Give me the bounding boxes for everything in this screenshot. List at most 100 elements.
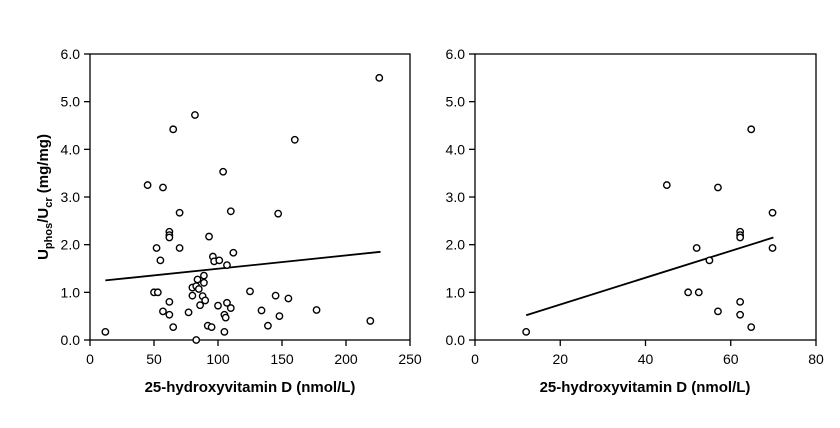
chart-left: 0 50 100 150 200 250 0.0 1.0 2.0 3.0 4.0 5.0 6.0 25-… xyxy=(35,46,422,396)
data-point xyxy=(284,294,293,303)
x-tick-label: 50 xyxy=(146,351,162,367)
y-tick-label: 3.0 xyxy=(446,189,466,205)
data-point xyxy=(200,278,208,287)
y-tick-label: 3.0 xyxy=(61,189,81,205)
data-point xyxy=(714,183,722,192)
x-tick-label: 0 xyxy=(471,351,479,367)
plot-area-frame xyxy=(474,53,817,341)
data-point xyxy=(205,232,213,241)
tick-marks xyxy=(84,53,411,346)
data-point xyxy=(522,327,531,336)
y-tick-label: 4.0 xyxy=(61,141,81,157)
data-point xyxy=(264,321,272,330)
x-axis-title: 25-hydroxyvitamin D (nmol/L) xyxy=(145,379,356,396)
data-point xyxy=(747,323,756,332)
y-tick-label: 0.0 xyxy=(446,332,466,348)
y-tick-label: 4.0 xyxy=(446,141,466,157)
data-point xyxy=(692,244,701,252)
y-tick-label: 1.0 xyxy=(446,284,466,300)
data-points xyxy=(522,125,777,336)
data-point xyxy=(705,256,714,265)
data-point xyxy=(223,261,231,270)
data-point xyxy=(193,275,202,284)
data-point xyxy=(165,233,174,242)
data-point xyxy=(366,317,375,325)
data-point xyxy=(271,291,280,300)
data-point xyxy=(101,327,110,336)
data-point xyxy=(207,323,216,332)
y-tick-label: 5.0 xyxy=(446,94,466,110)
y-tick-label: 5.0 xyxy=(61,94,81,110)
data-point xyxy=(143,181,152,189)
data-point xyxy=(375,73,384,82)
data-point xyxy=(694,288,703,297)
y-tick-label: 6.0 xyxy=(446,46,466,62)
data-point xyxy=(684,288,693,297)
data-point xyxy=(153,288,162,297)
y-tick-label: 0.0 xyxy=(61,332,81,348)
chart-right: 0 20 40 60 80 0.0 1.0 2.0 3.0 4.0 5.0 6.0 25-hydrox… xyxy=(446,46,824,396)
data-point xyxy=(223,298,231,307)
data-point xyxy=(226,304,235,312)
data-point xyxy=(159,183,167,192)
data-point xyxy=(200,271,208,280)
y-tick-label: 1.0 xyxy=(61,284,81,300)
x-tick-label: 200 xyxy=(334,351,358,367)
x-axis-title: 25-hydroxyvitamin D (nmol/L) xyxy=(540,379,751,396)
data-point xyxy=(191,111,199,119)
data-point xyxy=(226,207,235,216)
x-tick-label: 20 xyxy=(552,351,568,367)
data-point xyxy=(736,310,745,319)
data-points xyxy=(101,73,384,344)
data-point xyxy=(169,125,178,134)
data-point xyxy=(152,244,161,252)
data-point xyxy=(175,244,184,252)
data-point xyxy=(290,135,299,144)
data-point xyxy=(220,327,229,336)
data-point xyxy=(215,256,224,265)
data-point xyxy=(736,297,745,306)
x-tick-label: 80 xyxy=(808,351,824,367)
y-tick-label: 6.0 xyxy=(61,46,81,62)
data-point xyxy=(188,291,197,300)
data-point xyxy=(194,285,203,293)
x-tick-label: 60 xyxy=(723,351,739,367)
y-tick-label: 2.0 xyxy=(61,237,81,253)
tick-labels: 0 20 40 60 80 0.0 1.0 2.0 3.0 4.0 5.0 6.0 xyxy=(446,46,824,367)
data-point xyxy=(246,287,254,296)
data-point xyxy=(159,307,167,316)
data-point xyxy=(201,296,210,305)
tick-marks xyxy=(469,53,817,346)
trend-line xyxy=(525,236,774,317)
data-point xyxy=(229,248,238,257)
data-point xyxy=(662,181,671,189)
x-tick-label: 150 xyxy=(270,351,294,367)
data-point xyxy=(714,307,722,316)
data-point xyxy=(274,209,283,218)
data-point xyxy=(214,301,222,310)
data-point xyxy=(165,310,174,319)
plot-area-frame xyxy=(89,53,411,341)
data-point xyxy=(192,336,201,344)
x-tick-label: 100 xyxy=(206,351,230,367)
data-point xyxy=(747,125,756,134)
data-point xyxy=(768,208,777,217)
y-tick-label: 2.0 xyxy=(446,237,466,253)
data-point xyxy=(196,301,204,310)
data-point xyxy=(219,167,228,176)
data-point xyxy=(156,256,165,265)
y-axis-title: Uphos/Ucr (mg/mg) xyxy=(35,134,55,260)
trend-line xyxy=(105,250,381,282)
x-tick-label: 0 xyxy=(86,351,94,367)
data-point xyxy=(221,313,230,322)
data-point xyxy=(312,306,321,314)
data-point xyxy=(184,308,193,317)
x-tick-label: 40 xyxy=(638,351,654,367)
data-point xyxy=(165,297,174,306)
data-point xyxy=(169,323,178,332)
data-point xyxy=(275,312,284,321)
data-point xyxy=(257,306,266,315)
tick-labels: 0 50 100 150 200 250 0.0 1.0 2.0 3.0 4.0 5.0 6.0 xyxy=(61,46,422,367)
data-point xyxy=(736,233,745,242)
